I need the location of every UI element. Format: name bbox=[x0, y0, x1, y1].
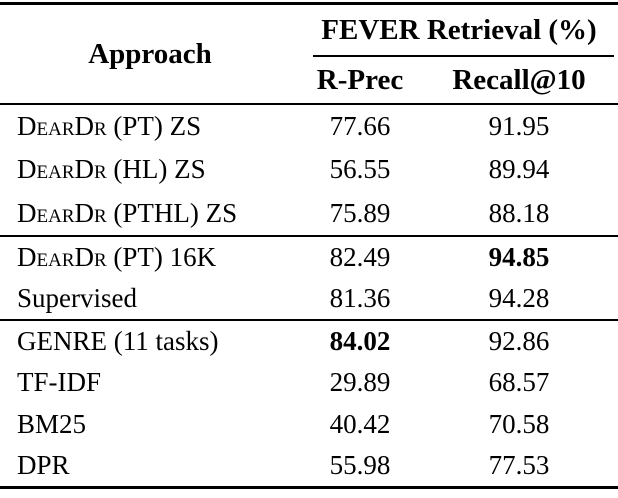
table-row: TF-IDF 29.89 68.57 bbox=[0, 362, 618, 403]
column-group-header-fever-retrieval: FEVER Retrieval (%) bbox=[321, 13, 597, 46]
row-group: DearDr (PT) ZS 77.66 91.95 DearDr (HL) ZS 56… bbox=[0, 105, 618, 235]
r-prec-cell: 56.55 bbox=[329, 154, 391, 185]
approach-cell: DearDr (HL) ZS bbox=[17, 154, 206, 185]
r-prec-cell: 77.66 bbox=[329, 111, 391, 142]
table-row: DPR 55.98 77.53 bbox=[0, 445, 618, 486]
approach-cell: DearDr (PT) 16K bbox=[17, 242, 217, 272]
table-row: GENRE (11 tasks) 84.02 92.86 bbox=[0, 321, 618, 362]
table-body: DearDr (PT) ZS 77.66 91.95 DearDr (HL) ZS 56… bbox=[0, 105, 618, 486]
approach-cell: DearDr (PT) ZS bbox=[17, 111, 202, 142]
table-row: DearDr (PT) ZS 77.66 91.95 bbox=[0, 105, 618, 148]
recall-cell: 94.28 bbox=[488, 283, 550, 313]
r-prec-cell: 81.36 bbox=[329, 283, 391, 313]
top-rule bbox=[0, 2, 618, 5]
group-divider-rule bbox=[0, 235, 618, 237]
recall-cell: 91.95 bbox=[488, 111, 550, 142]
group-header-rule bbox=[313, 55, 614, 57]
recall-cell: 68.57 bbox=[488, 367, 550, 398]
bottom-rule bbox=[0, 486, 618, 489]
table-header: Approach FEVER Retrieval (%) R-Prec Reca… bbox=[0, 5, 618, 103]
column-header-r-prec: R-Prec bbox=[316, 63, 404, 96]
approach-cell: TF-IDF bbox=[17, 367, 102, 398]
approach-cell: GENRE (11 tasks) bbox=[17, 326, 219, 357]
table-row: DearDr (HL) ZS 56.55 89.94 bbox=[0, 148, 618, 191]
approach-cell: DPR bbox=[17, 449, 70, 480]
table-row: DearDr (PT) 16K 82.49 94.85 bbox=[0, 237, 618, 278]
group-divider-rule bbox=[0, 319, 618, 321]
recall-cell: 89.94 bbox=[488, 154, 550, 185]
subheader-row: R-Prec Recall@10 bbox=[300, 57, 618, 103]
column-header-recall-at-10: Recall@10 bbox=[452, 63, 586, 96]
recall-cell: 88.18 bbox=[488, 197, 550, 228]
table-row: Supervised 81.36 94.28 bbox=[0, 278, 618, 319]
recall-cell: 70.58 bbox=[488, 408, 550, 439]
recall-cell: 94.85 bbox=[488, 242, 550, 272]
approach-cell: Supervised bbox=[17, 283, 137, 313]
header-rule bbox=[0, 103, 618, 105]
header-right-block: FEVER Retrieval (%) R-Prec Recall@10 bbox=[300, 5, 618, 103]
recall-cell: 92.86 bbox=[488, 326, 550, 357]
column-header-approach: Approach bbox=[88, 37, 212, 70]
r-prec-cell: 29.89 bbox=[329, 367, 391, 398]
table-row: BM25 40.42 70.58 bbox=[0, 404, 618, 445]
r-prec-cell: 84.02 bbox=[329, 326, 391, 357]
table-row: DearDr (PTHL) ZS 75.89 88.18 bbox=[0, 192, 618, 235]
r-prec-cell: 40.42 bbox=[329, 408, 391, 439]
approach-cell: BM25 bbox=[17, 408, 87, 439]
r-prec-cell: 75.89 bbox=[329, 197, 391, 228]
row-group: GENRE (11 tasks) 84.02 92.86 TF-IDF 29.89 68.… bbox=[0, 321, 618, 486]
recall-cell: 77.53 bbox=[488, 449, 550, 480]
r-prec-cell: 82.49 bbox=[329, 242, 391, 272]
row-group: DearDr (PT) 16K 82.49 94.85 Supervised 81.36… bbox=[0, 237, 618, 319]
r-prec-cell: 55.98 bbox=[329, 449, 391, 480]
approach-cell: DearDr (PTHL) ZS bbox=[17, 197, 238, 228]
